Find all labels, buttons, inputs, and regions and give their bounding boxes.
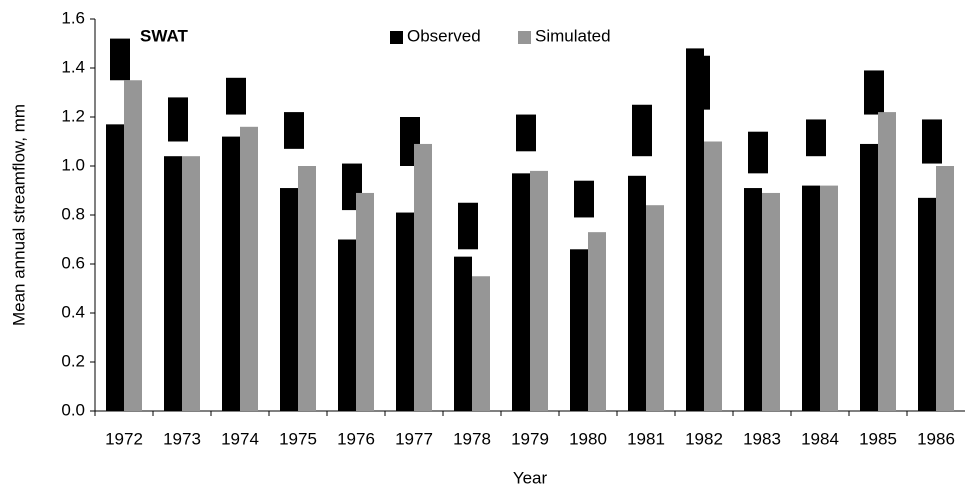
- x-tick-label: 1972: [105, 429, 143, 448]
- legend-swatch: [518, 31, 531, 44]
- y-tick-label: 0.8: [61, 204, 85, 223]
- bar: [802, 185, 820, 411]
- y-tick-label: 1.6: [61, 8, 85, 27]
- bar: [704, 141, 722, 411]
- bar: [454, 256, 472, 411]
- range-box: [864, 70, 884, 115]
- bar: [182, 156, 200, 411]
- y-axis-label: Mean annual streamflow, mm: [9, 104, 28, 326]
- x-tick-label: 1973: [163, 429, 201, 448]
- x-tick-label: 1980: [569, 429, 607, 448]
- x-tick-label: 1985: [859, 429, 897, 448]
- bar: [570, 249, 588, 411]
- range-box: [690, 55, 710, 110]
- bar: [298, 166, 316, 411]
- range-box: [632, 104, 652, 157]
- bar: [396, 212, 414, 411]
- bar: [820, 185, 838, 411]
- y-tick-label: 1.4: [61, 57, 85, 76]
- bar: [744, 188, 762, 411]
- annotation: SWAT: [140, 26, 188, 45]
- bar: [106, 124, 124, 411]
- x-tick-label: 1986: [917, 429, 955, 448]
- y-tick-label: 0.2: [61, 351, 85, 370]
- bar: [628, 175, 646, 411]
- y-tick-label: 0.6: [61, 253, 85, 272]
- bar: [124, 80, 142, 411]
- y-tick-label: 1.2: [61, 106, 85, 125]
- x-tick-label: 1978: [453, 429, 491, 448]
- bar: [222, 136, 240, 411]
- bar: [280, 188, 298, 411]
- bar: [918, 197, 936, 411]
- bar: [646, 205, 664, 411]
- bar: [762, 192, 780, 411]
- bar: [588, 232, 606, 411]
- range-box: [516, 114, 536, 152]
- bar: [472, 276, 490, 411]
- x-tick-label: 1979: [511, 429, 549, 448]
- x-tick-label: 1976: [337, 429, 375, 448]
- bar: [512, 173, 530, 411]
- bar: [530, 170, 548, 411]
- bar: [356, 192, 374, 411]
- range-box: [110, 38, 130, 81]
- bar: [936, 166, 954, 411]
- bar: [240, 126, 258, 412]
- bar: [414, 143, 432, 411]
- legend-label: Observed: [407, 26, 481, 45]
- range-box: [168, 97, 188, 142]
- range-box: [806, 119, 826, 157]
- range-box: [458, 202, 478, 250]
- range-box: [748, 131, 768, 174]
- x-tick-label: 1984: [801, 429, 839, 448]
- range-box: [574, 180, 594, 218]
- legend-label: Simulated: [535, 26, 611, 45]
- bar: [686, 48, 704, 412]
- y-tick-label: 1.0: [61, 155, 85, 174]
- x-tick-label: 1975: [279, 429, 317, 448]
- bar: [338, 239, 356, 411]
- x-tick-label: 1981: [627, 429, 665, 448]
- legend-swatch: [390, 31, 403, 44]
- x-tick-label: 1977: [395, 429, 433, 448]
- range-box: [226, 77, 246, 115]
- bar: [164, 156, 182, 411]
- range-box: [922, 119, 942, 164]
- x-axis-label: Year: [513, 468, 548, 487]
- x-tick-label: 1974: [221, 429, 259, 448]
- range-box: [284, 112, 304, 149]
- y-tick-label: 0.4: [61, 302, 85, 321]
- x-tick-label: 1982: [685, 429, 723, 448]
- bar: [878, 112, 896, 411]
- bar: [860, 143, 878, 411]
- y-tick-label: 0.0: [61, 400, 85, 419]
- x-tick-label: 1983: [743, 429, 781, 448]
